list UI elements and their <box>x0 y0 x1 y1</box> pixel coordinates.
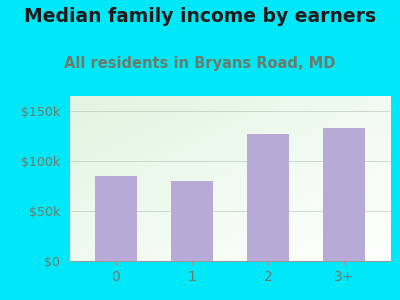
Bar <box>323 128 365 261</box>
Text: Median family income by earners: Median family income by earners <box>24 8 376 26</box>
Bar <box>95 176 137 261</box>
Text: All residents in Bryans Road, MD: All residents in Bryans Road, MD <box>64 56 336 70</box>
Bar <box>247 134 289 261</box>
Bar <box>171 181 213 261</box>
